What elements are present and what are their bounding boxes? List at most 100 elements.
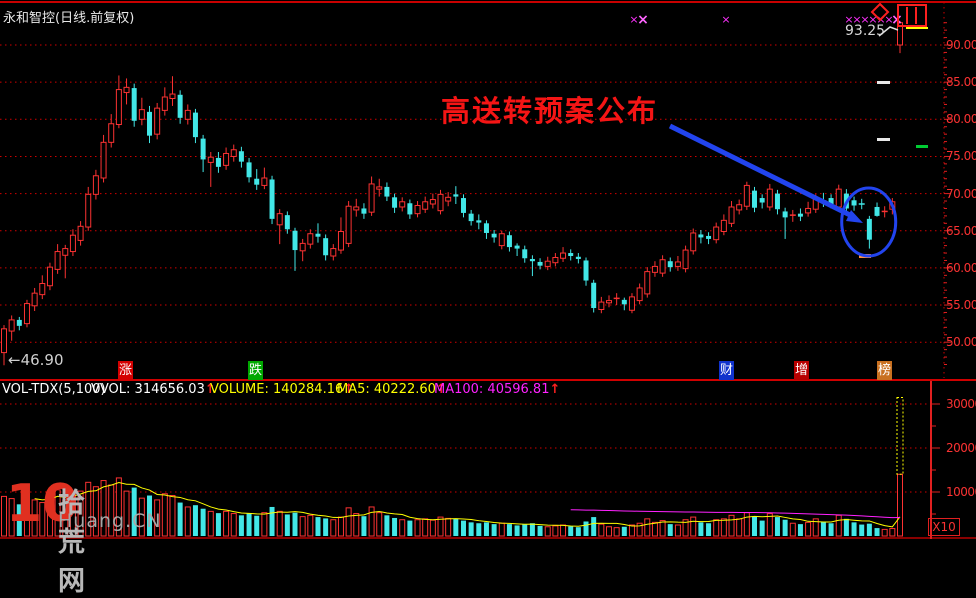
volume-bar-up [207,510,214,537]
volume-bar-down [491,524,497,536]
candle-up [437,193,444,212]
signal-x-mark-bright: × [637,12,649,28]
volume-bar-down [483,522,489,536]
volume-bar-up [897,473,903,537]
shortcut-badge-2[interactable]: 跌 [248,361,263,380]
volume-bar-up [644,518,651,537]
volume-bar-up [39,502,46,537]
volume-bar-up [651,521,658,537]
candle-up [39,283,46,296]
candle-up [54,251,61,270]
candle-down [529,258,535,262]
candle-down [828,198,834,205]
candle-down [407,203,413,215]
candle-up [445,196,452,202]
price-axis-label: 85.00 [946,75,976,90]
candle-up [77,225,84,241]
signal-x-mark: × [860,13,869,26]
volume-bar-up [889,528,896,537]
volume-bar-down [407,520,413,536]
candle-up [743,184,750,207]
volume-bar-down [238,515,244,536]
volume-bar-up [743,512,750,537]
volume-bar-down [468,522,474,536]
candle-down [292,230,298,251]
candle-up [376,186,383,190]
candle-down [514,245,520,249]
volume-bar-up [353,513,360,537]
candle-down [16,319,22,326]
candle-down [315,233,321,237]
volume-bar-up [881,528,888,537]
trend-up-arrow-icon: ↑ [435,382,447,397]
volume-bar-down [200,508,206,536]
volume-bar-up [69,493,76,537]
volume-bar-down [575,527,581,536]
watermark-site-name: 拾荒网 [58,488,88,597]
shortcut-badge-5[interactable]: 榜 [877,361,892,380]
candle-down [522,249,528,259]
high-price-label: 93.25 [845,23,886,39]
candle-down [131,88,137,121]
price-axis-label: 70.00 [946,186,976,201]
annotation-circle [840,186,898,258]
candle-down [575,256,581,259]
volume-bar-down [292,512,298,536]
candle-down [246,162,252,178]
candle-up [422,201,429,210]
volume-bar-down [246,513,252,536]
volume-bar-down [859,524,865,536]
volume-bar-up [414,519,421,537]
candle-up [337,230,344,251]
volume-bar-down [16,504,22,536]
candle-down [238,151,244,162]
volume-bar-up [713,519,720,537]
volume-bar-up [812,518,819,537]
volume-bar-down [759,520,765,536]
volume-bar-down [460,520,466,536]
candle-up [552,256,559,264]
volume-bar-up [659,520,666,537]
indicator-value-ma5: MA5: 40222.60↑ [337,382,447,397]
volume-bar-up [805,521,812,537]
volume-bar-down [147,495,153,536]
candle-up [69,234,76,253]
volume-bar-down [797,524,803,536]
volume-bar-up [307,514,314,537]
volume-bar-up [169,495,176,537]
volume-bar-up [31,499,38,537]
candle-up [713,226,720,241]
volume-bar-down [851,522,857,536]
volume-bar-up [345,507,352,537]
volume-bar-up [399,519,406,537]
window-panes-icon[interactable] [897,4,927,27]
volume-bar-up [636,522,643,537]
volume-bar-down [506,524,512,536]
diamond-icon[interactable] [870,2,890,22]
signal-x-mark: × [868,13,877,26]
volume-bar-down [215,513,221,536]
volume-bar-up [598,523,605,537]
candle-down [782,211,788,218]
shortcut-badge-4[interactable]: 增 [794,361,809,380]
candle-down [568,253,574,257]
volume-bar-up [736,518,743,537]
candle-down [453,194,459,197]
candle-up [414,204,421,215]
candle-down [866,218,872,240]
signal-x-mark: × [852,13,861,26]
annotation-arrow-head [846,210,863,223]
shortcut-badge-1[interactable]: 涨 [118,361,133,380]
volume-ma100-line [570,509,901,519]
price-axis-label: 75.00 [946,149,976,164]
shortcut-badge-3[interactable]: 财 [719,361,734,380]
candle-up [805,207,812,214]
volume-bar-down [843,518,849,536]
candle-up [605,300,612,304]
volume-bar-down [384,515,390,536]
price-axis-label: 65.00 [946,223,976,238]
volume-bar-down [591,517,597,536]
candle-up [31,292,38,307]
volume-indicator-header: VOL-TDX(5,100) VVOL: 314656.03↑ VOLUME: 1… [0,380,976,399]
volume-bar-down [269,506,275,536]
